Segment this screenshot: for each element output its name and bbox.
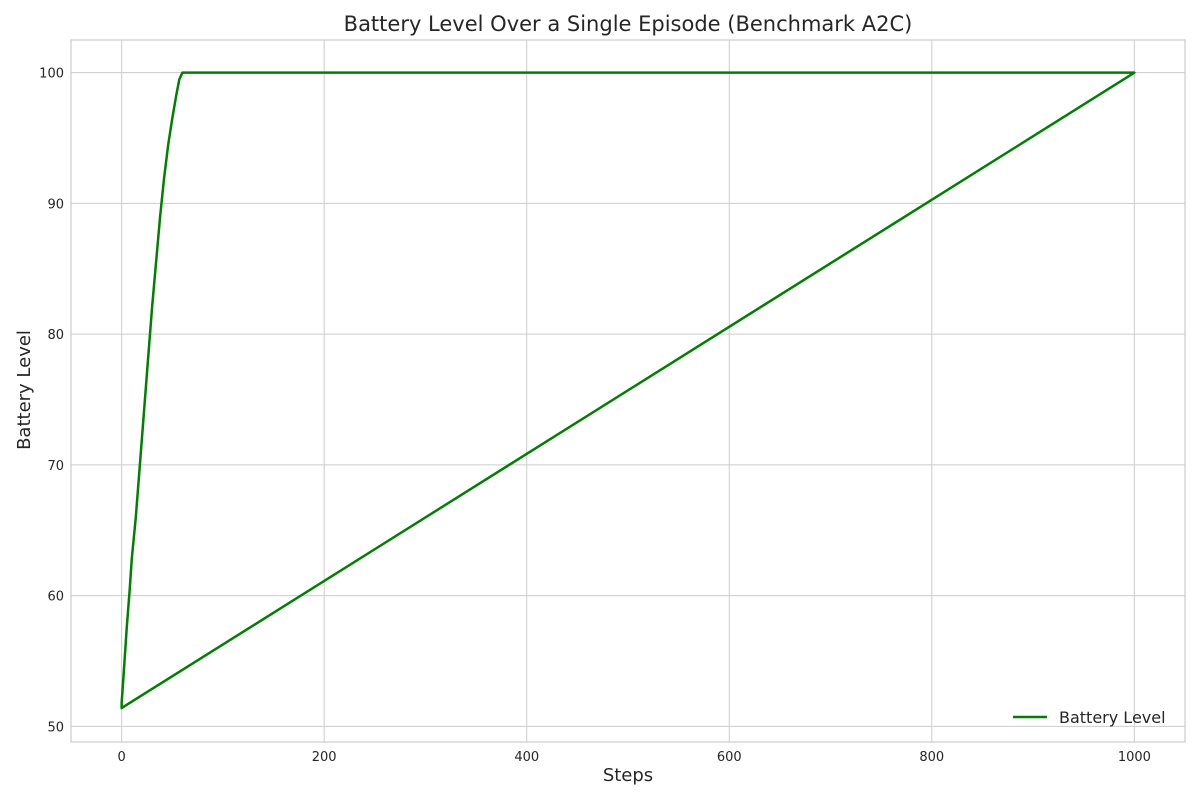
y-axis-label: Battery Level bbox=[14, 330, 35, 450]
x-tick-label: 1000 bbox=[1118, 750, 1151, 765]
y-tick-label: 50 bbox=[47, 720, 64, 735]
plot-frame bbox=[70, 39, 1186, 743]
x-tick-label: 200 bbox=[312, 750, 337, 765]
y-tick-label: 100 bbox=[39, 67, 64, 82]
y-tick-label: 70 bbox=[47, 459, 64, 474]
x-tick-label: 400 bbox=[514, 750, 539, 765]
legend-label-battery-level: Battery Level bbox=[1059, 708, 1166, 727]
chart-title: Battery Level Over a Single Episode (Ben… bbox=[344, 12, 913, 36]
series-layer bbox=[120, 71, 1136, 710]
x-tick-label: 800 bbox=[919, 750, 944, 765]
x-tick-label: 600 bbox=[717, 750, 742, 765]
series-line-battery-level bbox=[120, 71, 1136, 710]
x-axis-label: Steps bbox=[603, 765, 653, 786]
y-tick-label: 90 bbox=[47, 197, 64, 212]
y-tick-label: 60 bbox=[47, 590, 64, 605]
legend: Battery Level bbox=[1013, 708, 1166, 727]
x-tick-label: 0 bbox=[117, 750, 125, 765]
y-tick-label: 80 bbox=[47, 328, 64, 343]
tick-labels: 0 200 400 600 800 1000 50 60 70 80 90 100 bbox=[39, 67, 1151, 765]
